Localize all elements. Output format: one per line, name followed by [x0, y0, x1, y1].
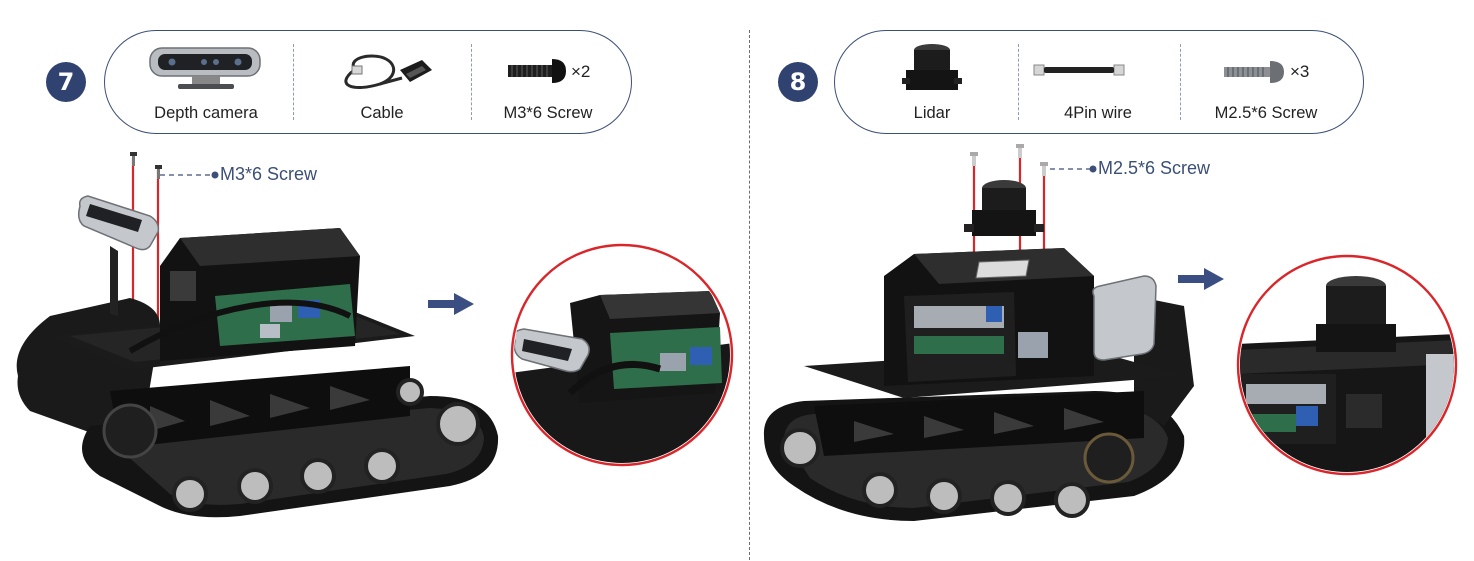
part-label-screw: M2.5*6 Screw [1214, 104, 1318, 122]
arrow-icon [428, 293, 474, 315]
screw-icon [1224, 61, 1284, 83]
screw-callout-label: M2.5*6 Screw [1098, 158, 1211, 178]
part-label-screw: M3*6 Screw [503, 104, 593, 122]
screw-callout-label: M3*6 Screw [220, 164, 318, 184]
step-number-badge: 7 [46, 62, 86, 102]
screw-icon [508, 59, 566, 83]
detail-zoom-circle [510, 243, 734, 467]
wire-icon [1033, 64, 1125, 76]
quantity-label: ×2 [571, 62, 591, 81]
lidar-icon [902, 44, 962, 90]
separator [1180, 44, 1181, 120]
step-7-panel: 7 Depth camera Cable ×2 M3*6 Screw [16, 30, 734, 518]
separator [293, 44, 294, 120]
callout-leader-line [1050, 165, 1097, 173]
part-label-4pin-wire: 4Pin wire [1064, 104, 1132, 122]
separator [1018, 44, 1019, 120]
part-label-depth-camera: Depth camera [154, 104, 258, 122]
part-label-cable: Cable [360, 104, 404, 122]
robot-assembly-illustration [763, 180, 1194, 521]
step-divider [749, 30, 750, 560]
callout-leader-line [160, 171, 219, 179]
step-8-panel: 8 Lidar 4Pin wire ×3 M2.5*6 Screw M2.5*6 [750, 0, 1474, 561]
separator [471, 44, 472, 120]
detail-zoom-circle [1236, 254, 1458, 476]
part-label-lidar: Lidar [913, 104, 951, 122]
quantity-label: ×3 [1290, 62, 1310, 81]
arrow-icon [1178, 268, 1224, 290]
step-number-badge: 8 [778, 62, 818, 102]
depth-camera-icon [149, 47, 261, 89]
robot-assembly-illustration [16, 195, 499, 518]
cable-icon [344, 54, 432, 89]
